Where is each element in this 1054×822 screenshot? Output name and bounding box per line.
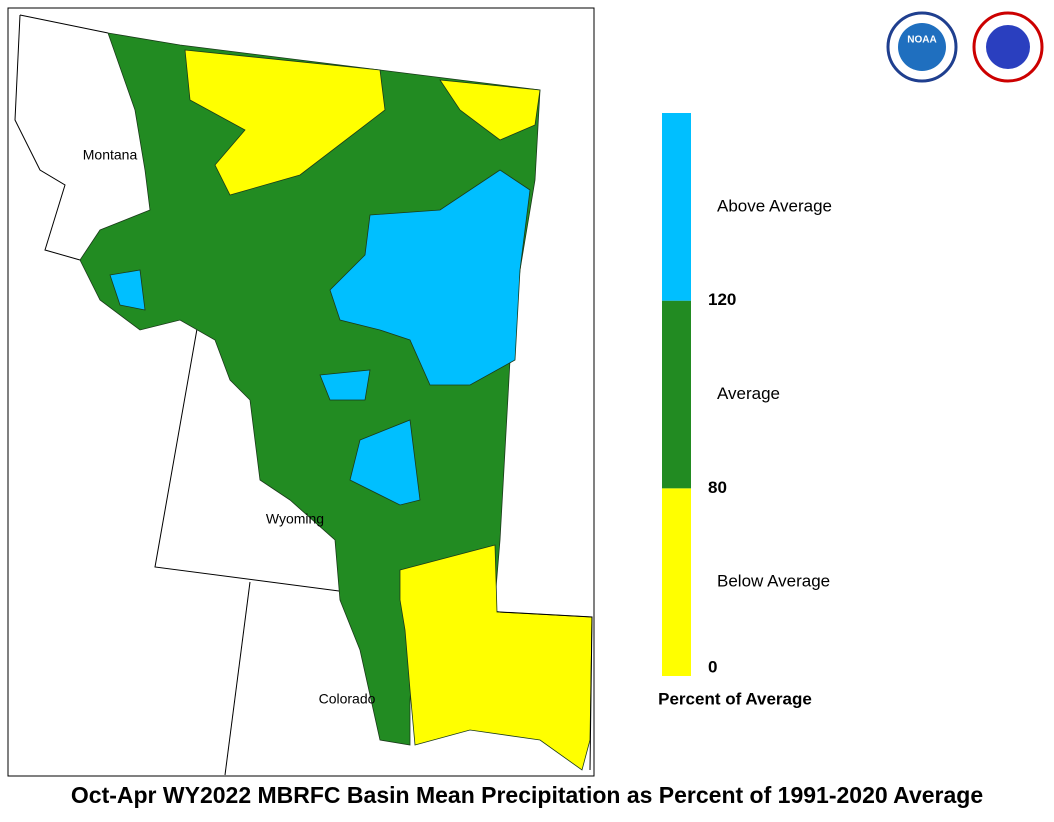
co-wy-border bbox=[499, 611, 593, 771]
outer-line bbox=[19, 14, 109, 34]
basin-below bbox=[184, 49, 386, 196]
footer-title: Oct-Apr WY2022 MBRFC Basin Mean Precipit… bbox=[71, 782, 983, 808]
state-label: Wyoming bbox=[266, 511, 324, 527]
legend-swatch bbox=[662, 488, 691, 676]
logos: NOAA bbox=[886, 11, 1044, 83]
basin-above bbox=[349, 419, 421, 506]
legend-class-label: Average bbox=[717, 384, 780, 403]
nws-logo-inner bbox=[986, 25, 1030, 69]
basin-below bbox=[399, 544, 593, 771]
legend-title: Percent of Average bbox=[658, 689, 812, 708]
legend-tick-label: 0 bbox=[708, 657, 717, 676]
legend-swatch bbox=[662, 113, 691, 301]
basin-above bbox=[109, 269, 146, 311]
legend-class-label: Below Average bbox=[717, 572, 830, 591]
legend-tick-label: 120 bbox=[708, 290, 736, 309]
state-label: Montana bbox=[83, 147, 138, 163]
state-label: Colorado bbox=[319, 691, 376, 707]
legend: Percent of Average Below Average Average A… bbox=[658, 113, 832, 708]
co-border bbox=[224, 581, 251, 776]
map: Montana Wyoming Colorado bbox=[14, 14, 593, 776]
legend-tick-label: 80 bbox=[708, 478, 727, 497]
noaa-logo-inner bbox=[898, 23, 946, 71]
montana-outline bbox=[14, 14, 81, 261]
basin-above bbox=[329, 169, 531, 386]
noaa-text: NOAA bbox=[907, 35, 936, 46]
basin-below bbox=[439, 79, 541, 141]
basin-above bbox=[319, 369, 371, 401]
legend-class-label: Above Average bbox=[717, 196, 832, 215]
legend-swatch bbox=[662, 300, 691, 489]
